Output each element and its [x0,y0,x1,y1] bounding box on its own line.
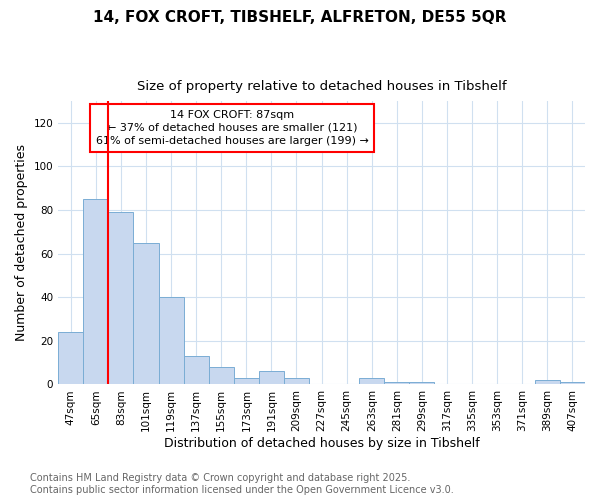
Bar [184,356,209,384]
Bar [209,367,234,384]
Bar [234,378,259,384]
Y-axis label: Number of detached properties: Number of detached properties [15,144,28,342]
Bar [535,380,560,384]
Bar [385,382,409,384]
Bar [560,382,585,384]
Bar [83,199,109,384]
Bar [359,378,385,384]
Bar [409,382,434,384]
Bar [133,243,158,384]
Text: 14, FOX CROFT, TIBSHELF, ALFRETON, DE55 5QR: 14, FOX CROFT, TIBSHELF, ALFRETON, DE55 … [93,10,507,25]
Text: Contains HM Land Registry data © Crown copyright and database right 2025.
Contai: Contains HM Land Registry data © Crown c… [30,474,454,495]
X-axis label: Distribution of detached houses by size in Tibshelf: Distribution of detached houses by size … [164,437,479,450]
Title: Size of property relative to detached houses in Tibshelf: Size of property relative to detached ho… [137,80,506,93]
Bar [58,332,83,384]
Bar [109,212,133,384]
Text: 14 FOX CROFT: 87sqm
← 37% of detached houses are smaller (121)
61% of semi-detac: 14 FOX CROFT: 87sqm ← 37% of detached ho… [95,110,368,146]
Bar [158,298,184,384]
Bar [284,378,309,384]
Bar [259,372,284,384]
